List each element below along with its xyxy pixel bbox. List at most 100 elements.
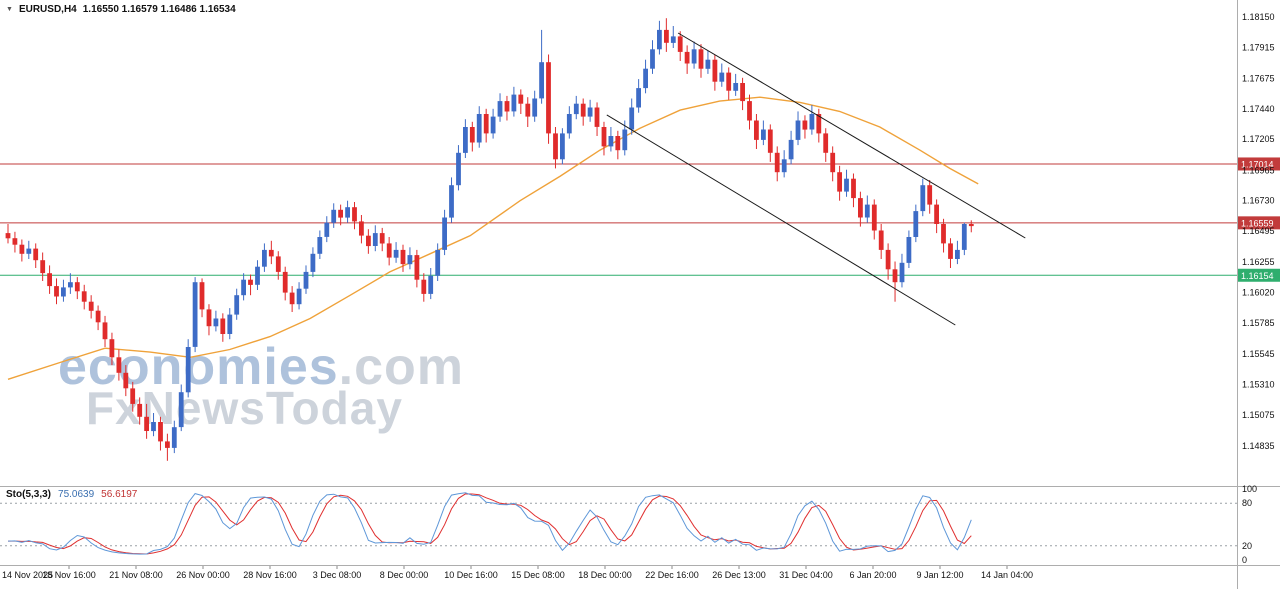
candle-body (303, 271, 309, 289)
candle-body (844, 178, 849, 192)
price-axis-label: 1.15075 (1242, 410, 1275, 420)
candle-body (116, 357, 122, 373)
time-axis-label: 26 Nov 00:00 (176, 570, 230, 580)
candle-body (587, 107, 593, 117)
time-axis-label: 18 Nov 16:00 (42, 570, 96, 580)
indicator-label: Sto(5,3,3) 75.0639 56.6197 (6, 489, 137, 500)
candle-body (81, 291, 87, 302)
candle-body (885, 249, 891, 270)
candle-body (476, 114, 482, 143)
trendline[interactable] (606, 114, 956, 326)
candle-body (657, 29, 662, 50)
candle-body (934, 204, 939, 224)
candlestick-series (5, 18, 974, 461)
candle-body (802, 120, 808, 130)
candle-body (331, 209, 337, 223)
time-axis-label: 14 Nov 2025 (2, 570, 53, 580)
indicator-value-signal: 56.6197 (101, 489, 138, 500)
candle-body (19, 244, 25, 254)
candle-body (809, 114, 815, 130)
candle-body (262, 249, 267, 267)
time-axis-label: 18 Dec 00:00 (578, 570, 632, 580)
candle-body (463, 127, 468, 153)
candle-body (428, 275, 434, 294)
candle-body (961, 224, 967, 250)
candle-body (456, 152, 461, 186)
candle-body (740, 83, 745, 102)
candle-body (449, 185, 454, 218)
candle-body (948, 243, 953, 259)
candle-body (151, 422, 156, 432)
price-axis-label: 1.16255 (1242, 257, 1275, 267)
time-axis-label: 9 Jan 12:00 (916, 570, 963, 580)
price-axis-label: 1.16965 (1242, 165, 1275, 175)
candle-body (539, 62, 544, 99)
candle-body (171, 427, 177, 448)
time-axis-label: 22 Dec 16:00 (645, 570, 699, 580)
candle-body (511, 94, 517, 112)
candle-body (296, 288, 302, 305)
candle-body (165, 441, 170, 448)
price-badge (1238, 157, 1280, 171)
collapse-icon[interactable]: ▼ (6, 6, 13, 13)
candle-body (372, 233, 378, 246)
candle-body (927, 185, 933, 205)
candle-body (289, 292, 295, 305)
candle-body (864, 204, 870, 218)
candle-body (234, 295, 240, 315)
candle-body (615, 136, 621, 151)
candle-body (47, 273, 52, 287)
candle-body (761, 129, 766, 140)
time-axis-label: 8 Dec 00:00 (380, 570, 429, 580)
stoch-axis-label: 0 (1242, 555, 1247, 565)
candle-body (594, 107, 600, 127)
candle-body (26, 248, 32, 254)
candle-body (317, 237, 323, 254)
candle-body (650, 49, 655, 69)
candle-body (178, 392, 184, 428)
candle-body (726, 72, 732, 91)
indicator-value-main: 75.0639 (58, 489, 95, 500)
candle-body (435, 249, 441, 276)
candle-body (61, 287, 66, 297)
candle-body (88, 301, 94, 311)
price-badge-label: 1.17014 (1241, 159, 1274, 169)
price-badge (1238, 216, 1280, 230)
candle-body (497, 101, 503, 117)
candle-body (518, 94, 524, 104)
candle-body (837, 172, 842, 192)
candle-body (130, 388, 136, 404)
candle-body (206, 309, 212, 327)
candle-body (366, 235, 371, 247)
candle-body (421, 279, 427, 294)
candle-body (553, 133, 558, 160)
candle-body (268, 249, 274, 257)
stoch-axis[interactable]: 100 80 20 0 (1242, 484, 1257, 565)
candle-body (12, 238, 18, 245)
candle-body (54, 286, 59, 297)
candle-body (158, 422, 163, 442)
candle-body (573, 103, 579, 115)
candle-body (525, 103, 531, 117)
stochastic-signal-line (7, 493, 972, 555)
candle-body (608, 136, 614, 147)
price-axis-label: 1.14835 (1242, 441, 1275, 451)
trendline[interactable] (677, 32, 1026, 239)
candle-body (490, 116, 496, 134)
candle-body (95, 310, 101, 323)
candle-body (185, 347, 191, 393)
candle-body (248, 279, 253, 285)
candle-body (144, 416, 149, 431)
moving-average-line[interactable] (7, 96, 979, 380)
candle-body (906, 237, 912, 263)
ohlc-quote: 1.16550 1.16579 1.16486 1.16534 (82, 4, 236, 15)
candle-body (698, 49, 704, 69)
candle-body (532, 98, 538, 117)
price-axis[interactable]: 1.18150 1.17915 1.17675 1.17440 1.17205 1.169… (1242, 12, 1275, 451)
candle-body (5, 233, 11, 239)
candle-body (871, 204, 877, 231)
candle-body (40, 260, 46, 274)
candle-body (643, 68, 648, 89)
